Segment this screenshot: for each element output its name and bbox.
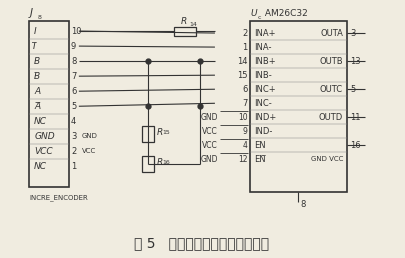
Text: 1: 1 — [243, 43, 248, 52]
Text: 6: 6 — [242, 85, 248, 94]
Text: A: A — [34, 87, 40, 96]
Text: NC: NC — [34, 162, 47, 171]
Text: GND: GND — [82, 133, 98, 139]
Text: J: J — [30, 8, 33, 18]
Text: 10: 10 — [71, 27, 81, 36]
Text: IND+: IND+ — [254, 113, 276, 122]
Text: VCC: VCC — [82, 148, 96, 154]
Text: VCC: VCC — [34, 147, 53, 156]
Text: INA-: INA- — [254, 43, 271, 52]
Text: 15: 15 — [162, 130, 170, 135]
Text: 2: 2 — [71, 147, 76, 156]
Text: 6: 6 — [71, 87, 76, 96]
Text: 14: 14 — [189, 22, 197, 27]
Text: GND: GND — [200, 113, 218, 122]
Text: c: c — [258, 15, 261, 20]
Text: 3: 3 — [71, 132, 76, 141]
Text: 12: 12 — [238, 155, 248, 164]
Text: I̅: I̅ — [34, 42, 37, 51]
Bar — [143, 126, 154, 142]
Text: 图 5   增量式编码器信号处理电路: 图 5 增量式编码器信号处理电路 — [134, 237, 270, 251]
Text: R: R — [156, 128, 162, 138]
Text: OUTC: OUTC — [320, 85, 343, 94]
Text: EN: EN — [254, 141, 265, 150]
Text: 8: 8 — [71, 57, 76, 66]
Text: 15: 15 — [237, 71, 248, 80]
Text: INC-: INC- — [254, 99, 271, 108]
Text: R: R — [156, 158, 162, 167]
Bar — [143, 156, 154, 172]
Bar — [174, 27, 196, 36]
Text: 16: 16 — [350, 141, 360, 150]
Text: A̅: A̅ — [34, 102, 40, 111]
Text: VCC: VCC — [202, 127, 218, 136]
Text: 9: 9 — [71, 42, 76, 51]
Text: OUTB: OUTB — [320, 57, 343, 66]
Text: 8: 8 — [37, 15, 41, 20]
Text: INB-: INB- — [254, 71, 271, 80]
Text: INB+: INB+ — [254, 57, 275, 66]
Text: OUTA: OUTA — [320, 29, 343, 38]
Text: B̅: B̅ — [34, 72, 40, 81]
Text: 1: 1 — [71, 162, 76, 171]
Text: 2: 2 — [243, 29, 248, 38]
Text: IND-: IND- — [254, 127, 272, 136]
Bar — [249, 21, 347, 192]
Text: 4: 4 — [243, 141, 248, 150]
Text: 7: 7 — [242, 99, 248, 108]
Text: B: B — [34, 57, 40, 66]
Text: INA+: INA+ — [254, 29, 275, 38]
Text: 5: 5 — [71, 102, 76, 111]
Bar — [29, 21, 69, 187]
Text: INC+: INC+ — [254, 85, 275, 94]
Text: GND VCC: GND VCC — [311, 156, 343, 163]
Text: VCC: VCC — [202, 141, 218, 150]
Text: AM26C32: AM26C32 — [262, 9, 307, 18]
Text: 4: 4 — [71, 117, 76, 126]
Text: 9: 9 — [243, 127, 248, 136]
Text: NC: NC — [34, 117, 47, 126]
Text: OUTD: OUTD — [319, 113, 343, 122]
Text: 7: 7 — [71, 72, 76, 81]
Text: EN̅: EN̅ — [254, 155, 265, 164]
Text: GND: GND — [200, 155, 218, 164]
Text: 14: 14 — [237, 57, 248, 66]
Text: 11: 11 — [350, 113, 360, 122]
Text: R: R — [181, 17, 187, 26]
Text: 13: 13 — [350, 57, 360, 66]
Text: 16: 16 — [162, 160, 170, 165]
Text: I: I — [34, 27, 37, 36]
Text: 8: 8 — [301, 200, 306, 209]
Text: 5: 5 — [350, 85, 355, 94]
Text: 3: 3 — [350, 29, 355, 38]
Text: GND: GND — [34, 132, 55, 141]
Text: 10: 10 — [238, 113, 248, 122]
Text: INCRE_ENCODER: INCRE_ENCODER — [29, 194, 88, 201]
Text: U: U — [251, 9, 257, 18]
